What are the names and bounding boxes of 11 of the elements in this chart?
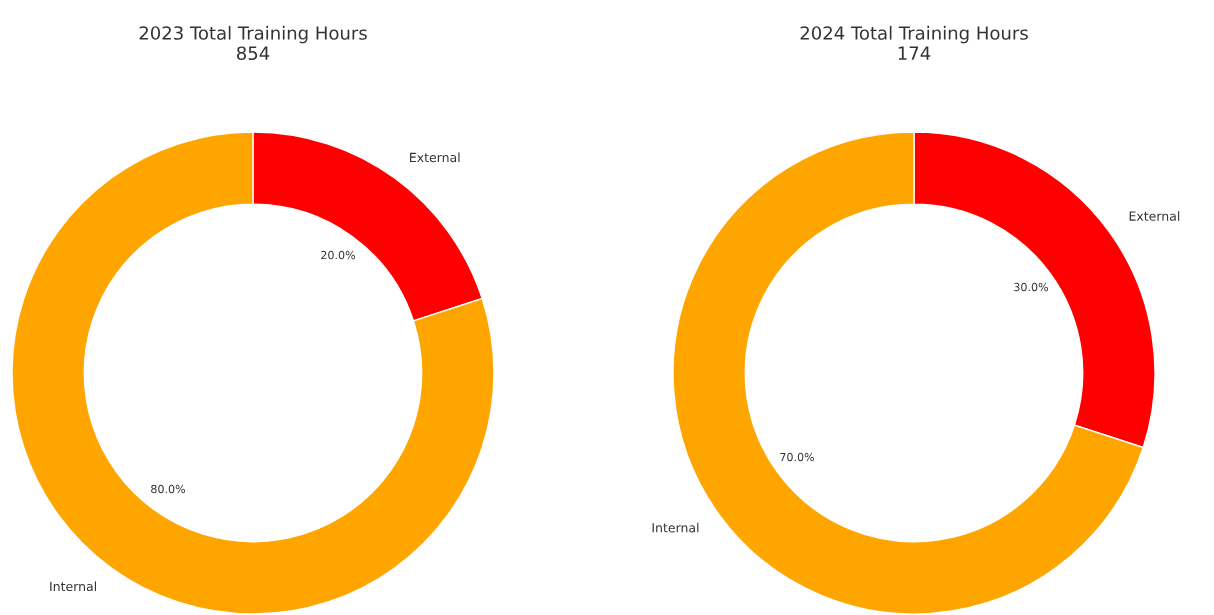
slice-label: External	[410, 152, 460, 163]
chart-title: 2024 Total Training Hours 174	[800, 25, 1028, 60]
slice-label: External	[1129, 211, 1180, 221]
data-label: 70.0%	[780, 452, 815, 462]
data-label: 80.0%	[151, 484, 186, 494]
data-label: 30.0%	[1014, 282, 1049, 292]
donut-slice	[11, 131, 495, 615]
data-label: 20.0%	[321, 250, 356, 260]
slice-label: Internal	[652, 522, 699, 533]
chart-title: 2023 Total Training Hours 854	[139, 25, 367, 61]
slice-label: Internal	[50, 581, 97, 592]
